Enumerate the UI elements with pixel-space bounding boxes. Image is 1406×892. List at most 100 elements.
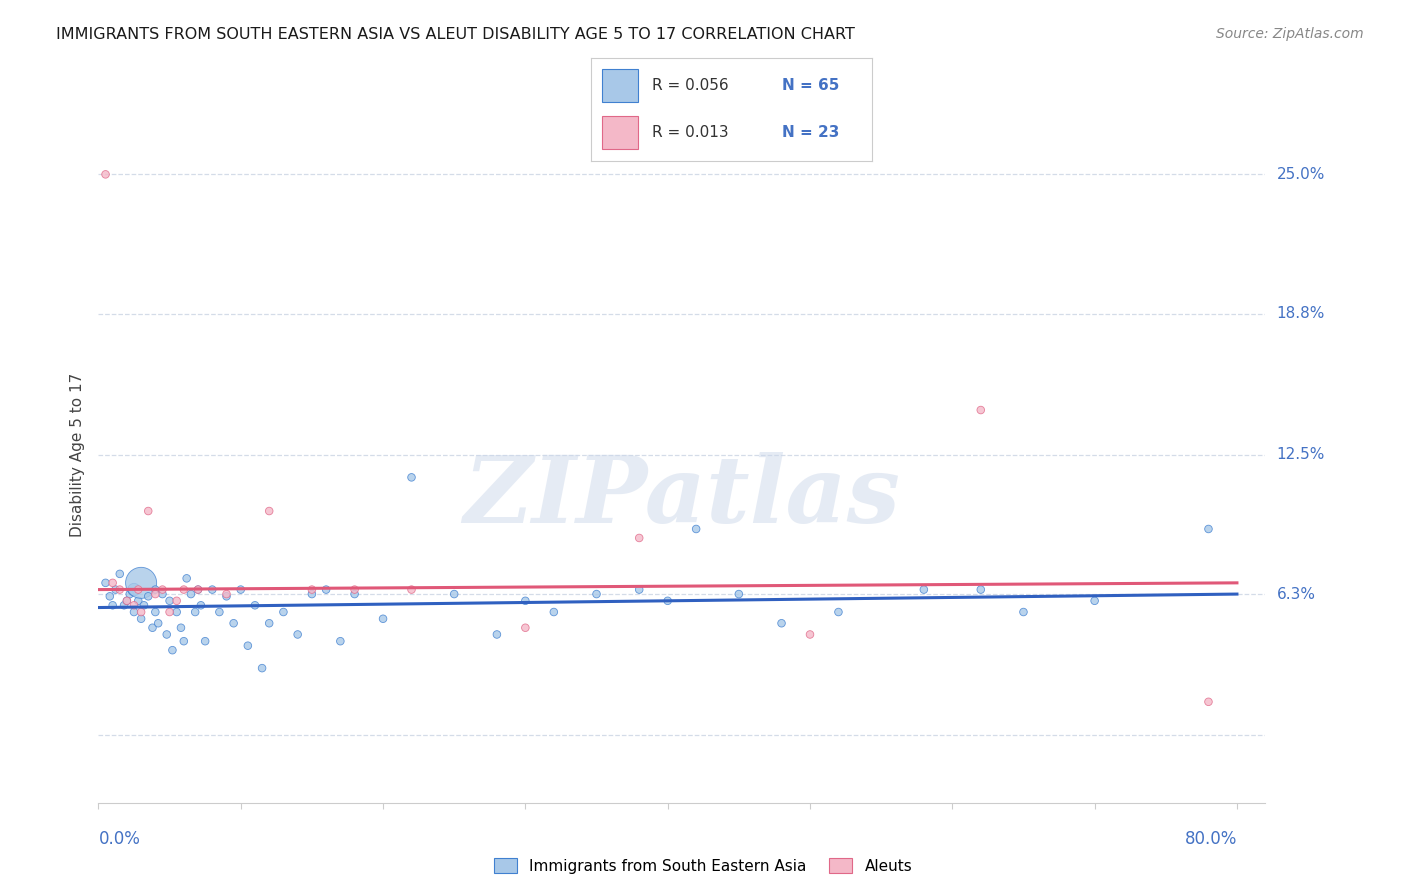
Point <box>132 599 155 613</box>
Point <box>515 621 537 635</box>
Point <box>727 587 749 601</box>
Text: ZIPatlas: ZIPatlas <box>464 451 900 541</box>
Point <box>159 605 181 619</box>
Text: Source: ZipAtlas.com: Source: ZipAtlas.com <box>1216 27 1364 41</box>
Point <box>104 582 127 597</box>
Text: 6.3%: 6.3% <box>1277 587 1316 601</box>
Point <box>657 594 679 608</box>
Text: N = 65: N = 65 <box>782 78 839 93</box>
Point <box>1012 605 1035 619</box>
Point <box>287 627 309 641</box>
Point <box>208 605 231 619</box>
Point <box>236 639 259 653</box>
Legend: Immigrants from South Eastern Asia, Aleuts: Immigrants from South Eastern Asia, Aleu… <box>488 852 918 880</box>
Point <box>122 582 145 597</box>
Point <box>257 616 280 631</box>
Point <box>101 575 124 590</box>
Point <box>343 587 366 601</box>
Point <box>115 594 138 608</box>
Point <box>143 587 166 601</box>
Point <box>187 582 209 597</box>
Point <box>129 605 152 619</box>
Point <box>685 522 707 536</box>
Point <box>180 587 202 601</box>
Point <box>401 582 423 597</box>
Point <box>243 599 266 613</box>
Point <box>127 582 149 597</box>
Point <box>970 582 993 597</box>
Point <box>585 587 607 601</box>
Point <box>628 531 651 545</box>
Point <box>115 594 138 608</box>
Point <box>1084 594 1107 608</box>
Point <box>371 612 394 626</box>
Point <box>143 582 166 597</box>
Point <box>912 582 935 597</box>
Point <box>166 594 188 608</box>
Point <box>215 587 238 601</box>
Point <box>770 616 793 631</box>
Point <box>136 504 159 518</box>
Point <box>628 582 651 597</box>
Point <box>94 167 117 181</box>
Point <box>187 582 209 597</box>
Text: 25.0%: 25.0% <box>1277 167 1324 182</box>
Point <box>201 582 224 597</box>
Point <box>136 590 159 604</box>
Point <box>215 590 238 604</box>
Text: 80.0%: 80.0% <box>1185 830 1237 847</box>
Point <box>94 575 117 590</box>
Text: R = 0.056: R = 0.056 <box>652 78 728 93</box>
Point <box>148 616 170 631</box>
Text: 18.8%: 18.8% <box>1277 306 1324 321</box>
FancyBboxPatch shape <box>602 70 638 102</box>
Point <box>159 594 181 608</box>
Point <box>543 605 565 619</box>
Point <box>166 605 188 619</box>
Point <box>827 605 849 619</box>
Point <box>970 403 993 417</box>
Text: R = 0.013: R = 0.013 <box>652 126 728 140</box>
Point <box>222 616 245 631</box>
Point <box>173 582 195 597</box>
Point <box>343 582 366 597</box>
Point <box>176 571 198 585</box>
Point <box>152 582 174 597</box>
Point <box>98 590 121 604</box>
Point <box>129 612 152 626</box>
Point <box>170 621 193 635</box>
Point <box>229 582 252 597</box>
Point <box>118 587 141 601</box>
Point <box>301 587 323 601</box>
Point <box>122 599 145 613</box>
Point <box>152 587 174 601</box>
Point <box>184 605 207 619</box>
Point <box>194 634 217 648</box>
Point <box>329 634 352 648</box>
Text: N = 23: N = 23 <box>782 126 839 140</box>
Text: 0.0%: 0.0% <box>98 830 141 847</box>
Point <box>129 575 152 590</box>
Point <box>273 605 295 619</box>
Text: IMMIGRANTS FROM SOUTH EASTERN ASIA VS ALEUT DISABILITY AGE 5 TO 17 CORRELATION C: IMMIGRANTS FROM SOUTH EASTERN ASIA VS AL… <box>56 27 855 42</box>
Point <box>301 582 323 597</box>
Point <box>257 504 280 518</box>
Point <box>485 627 508 641</box>
Point <box>108 566 131 581</box>
Point <box>190 599 212 613</box>
Point <box>799 627 821 641</box>
Point <box>515 594 537 608</box>
Point <box>127 594 149 608</box>
Point <box>156 627 179 641</box>
Point <box>315 582 337 597</box>
Point <box>1198 522 1220 536</box>
Point <box>250 661 273 675</box>
Point <box>401 470 423 484</box>
Point <box>162 643 184 657</box>
Text: 12.5%: 12.5% <box>1277 448 1324 462</box>
Point <box>112 599 135 613</box>
Point <box>143 605 166 619</box>
Point <box>443 587 465 601</box>
Point <box>1198 695 1220 709</box>
Point <box>141 621 163 635</box>
